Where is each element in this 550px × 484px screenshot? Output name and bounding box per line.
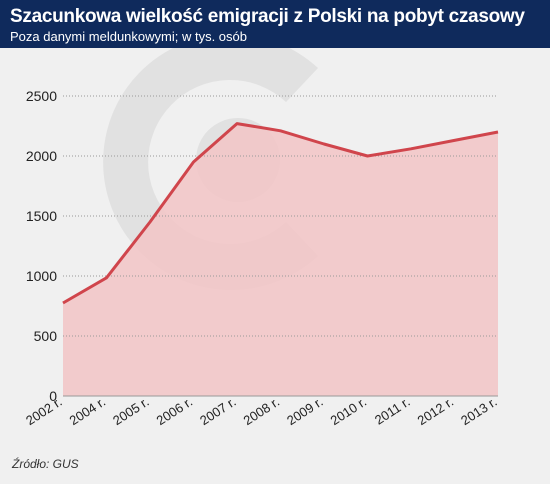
area-chart: 0 500 1000 1500 2000 2500 2002 r. 2004 r. 2005 …	[23, 48, 500, 428]
x-tick-label: 2005 r.	[110, 394, 152, 428]
y-tick-label: 2500	[26, 88, 57, 104]
grid-layer	[63, 95, 498, 397]
x-tick-label: 2002 r.	[23, 394, 65, 428]
y-tick-label: 1000	[26, 268, 57, 284]
x-tick-label: 2006 r.	[154, 394, 196, 428]
chart-subtitle: Poza danymi meldunkowymi; w tys. osób	[10, 29, 247, 44]
chart-title: Szacunkowa wielkość emigracji z Polski n…	[10, 6, 525, 27]
x-tick-label: 2013 r.	[458, 394, 500, 428]
area-fill	[63, 123, 498, 396]
x-tick-label: 2012 r.	[415, 394, 457, 428]
y-tick-label: 1500	[26, 208, 57, 224]
source-note: Źródło: GUS	[12, 457, 79, 471]
y-tick-label: 2000	[26, 148, 57, 164]
y-axis-ticks: 0 500 1000 1500 2000 2500	[26, 88, 57, 404]
x-tick-label: 2009 r.	[284, 394, 326, 428]
x-tick-label: 2004 r.	[67, 394, 109, 428]
y-tick-label: 0	[49, 388, 57, 404]
chart-header: Szacunkowa wielkość emigracji z Polski n…	[0, 0, 550, 48]
y-tick-label: 500	[34, 328, 58, 344]
x-tick-label: 2007 r.	[197, 394, 239, 428]
x-tick-label: 2008 r.	[241, 394, 283, 428]
area-layer	[63, 123, 498, 396]
x-tick-label: 2010 r.	[328, 394, 370, 428]
x-axis-ticks: 2002 r. 2004 r. 2005 r. 2006 r. 2007 r. 2008 …	[23, 394, 500, 428]
x-tick-label: 2011 r.	[372, 394, 413, 428]
line-layer	[62, 122, 499, 305]
